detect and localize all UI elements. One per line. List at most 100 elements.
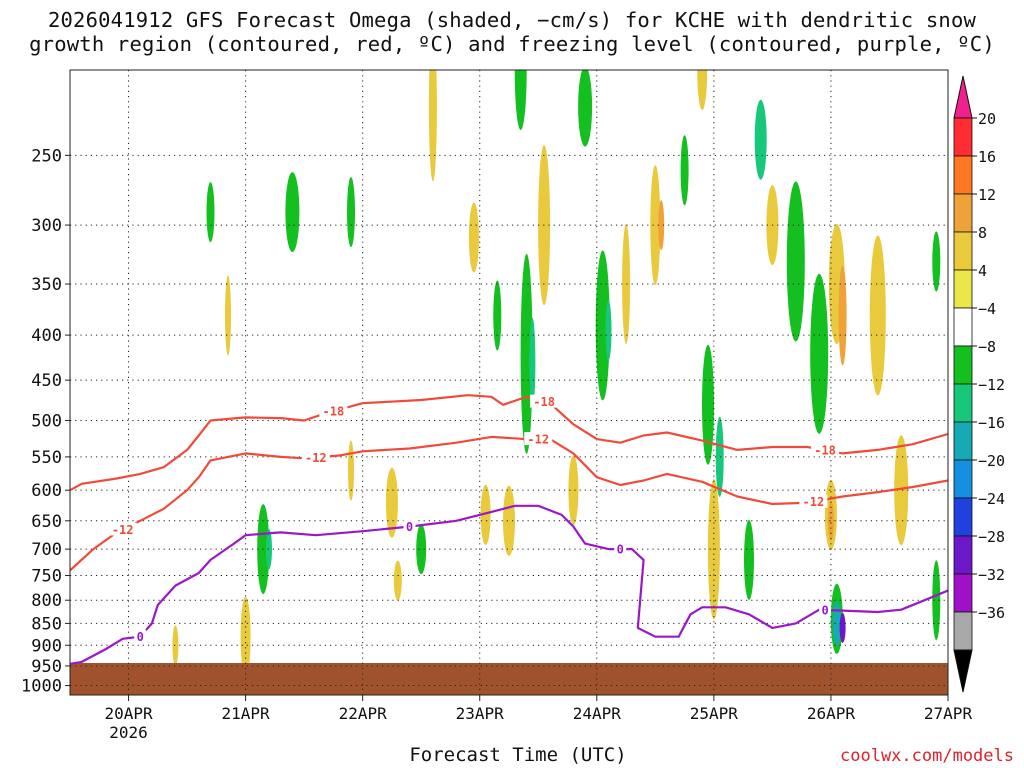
colorbar-swatch: [953, 117, 973, 157]
colorbar-label: 12: [978, 186, 996, 204]
contour-label-bg: [403, 519, 416, 533]
y-tick-label: 800: [31, 591, 62, 611]
omega-blob: [493, 280, 502, 351]
colorbar-swatch: [953, 231, 973, 271]
omega-blob: [932, 560, 941, 641]
colorbar-label: −24: [978, 490, 1005, 508]
omega-blob: [622, 224, 631, 344]
y-tick-label: 600: [31, 481, 62, 501]
omega-blob: [416, 524, 427, 575]
contour-label-bg: [134, 629, 147, 643]
omega-blob: [225, 275, 231, 356]
omega-blob: [520, 253, 533, 454]
grid-lines: [70, 70, 949, 695]
contour-label: -12: [112, 523, 134, 537]
omega-blob: [172, 625, 179, 666]
omega-blob: [348, 440, 354, 501]
colorbar-label: −28: [978, 528, 1005, 546]
colorbar-swatch: [953, 535, 973, 575]
omega-blob: [697, 70, 708, 110]
omega-blob: [514, 70, 527, 130]
omega-blob: [894, 435, 909, 546]
omega-blob: [206, 182, 215, 243]
contour-labels: -18 -18 -18 -12 -12 -12 -12 0 0 0 0: [108, 394, 840, 644]
colorbar-swatch: [953, 307, 973, 347]
omega-blob: [568, 455, 579, 526]
contour-label-bg: [799, 494, 828, 508]
chart-title-line-1: 2026041912 GFS Forecast Omega (shaded, −…: [47, 8, 977, 32]
x-tick-label: 24APR: [573, 704, 622, 723]
colorbar-label: −12: [978, 376, 1005, 394]
y-tick-label: 650: [31, 512, 62, 532]
credit-text: coolwx.com/models: [840, 746, 1014, 766]
colorbar-swatch: [953, 155, 973, 195]
ground-fill: [70, 663, 948, 695]
omega-blob: [189, 10, 197, 50]
x-tick-label: 26APR: [807, 704, 856, 723]
omega-blob: [786, 181, 805, 342]
omega-blob: [385, 467, 398, 538]
y-tick-label: 250: [31, 146, 62, 166]
contour-label: -18: [814, 444, 836, 458]
omega-blob: [754, 99, 767, 180]
contour-label: -18: [533, 395, 555, 409]
colorbar-label: −32: [978, 566, 1005, 584]
omega-blob: [468, 202, 479, 273]
colorbar-label: 20: [978, 110, 996, 128]
omega-blob: [480, 484, 491, 545]
omega-blob: [839, 612, 846, 643]
y-tick-label: 500: [31, 411, 62, 431]
omega-blob: [658, 200, 665, 251]
colorbar-top-arrow: [953, 75, 973, 119]
x-axis: 20APR 21APR 22APR 23APR 24APR 25APR 26APR 27APR…: [104, 695, 972, 742]
plot-frame: [69, 69, 949, 696]
colorbar-label: 16: [978, 148, 996, 166]
x-tick-label: 20APR: [104, 704, 153, 723]
y-tick-label: 950: [31, 657, 62, 677]
omega-blob: [595, 250, 610, 401]
contour-label-bg: [530, 394, 559, 408]
colorbar-label: 4: [978, 262, 987, 280]
contour-label: 0: [406, 520, 413, 534]
colorbar-swatch: [953, 421, 973, 461]
omega-blob: [932, 231, 941, 292]
x-tick-year: 2026: [109, 723, 148, 742]
colorbar: 20 16 12 8 4 −4 −8 −12 −16 −20 −24 −28 −32 −36: [953, 75, 1005, 693]
contour-lines: [70, 394, 948, 665]
contour-label-bg: [811, 443, 840, 457]
omega-blob: [529, 317, 536, 408]
omega-blob: [285, 172, 300, 253]
colorbar-label: −20: [978, 452, 1005, 470]
contour-label-bg: [524, 432, 553, 446]
contour-label-bg: [319, 404, 348, 418]
chart-title-line-2: growth region (contoured, red, ºC) and f…: [29, 32, 995, 56]
omega-blob: [832, 600, 841, 646]
ground-layer: [70, 663, 948, 695]
y-tick-label: 400: [31, 326, 62, 346]
contour-label-bg: [614, 542, 627, 556]
x-tick-label: 25APR: [690, 704, 739, 723]
contour-line: [70, 504, 948, 665]
omega-shading: [172, 10, 941, 677]
omega-blob: [503, 485, 515, 556]
omega-blob: [869, 235, 886, 396]
contour-label-bg: [819, 602, 832, 616]
y-tick-label: 900: [31, 636, 62, 656]
colorbar-label: −8: [978, 338, 996, 356]
contour-label-bg: [108, 522, 137, 536]
omega-blob: [347, 177, 355, 248]
omega-blob: [838, 265, 847, 366]
colorbar-label: −4: [978, 300, 996, 318]
contour-line: [70, 435, 948, 572]
y-tick-label: 700: [31, 540, 62, 560]
omega-blob: [827, 500, 834, 541]
x-tick-label: 21APR: [222, 704, 271, 723]
colorbar-swatch: [953, 383, 973, 423]
contour-label: 0: [617, 543, 624, 557]
colorbar-swatch: [953, 345, 973, 385]
colorbar-swatch: [953, 611, 973, 651]
colorbar-bottom-arrow: [953, 649, 973, 693]
omega-blob: [810, 273, 829, 434]
colorbar-swatch: [953, 459, 973, 499]
